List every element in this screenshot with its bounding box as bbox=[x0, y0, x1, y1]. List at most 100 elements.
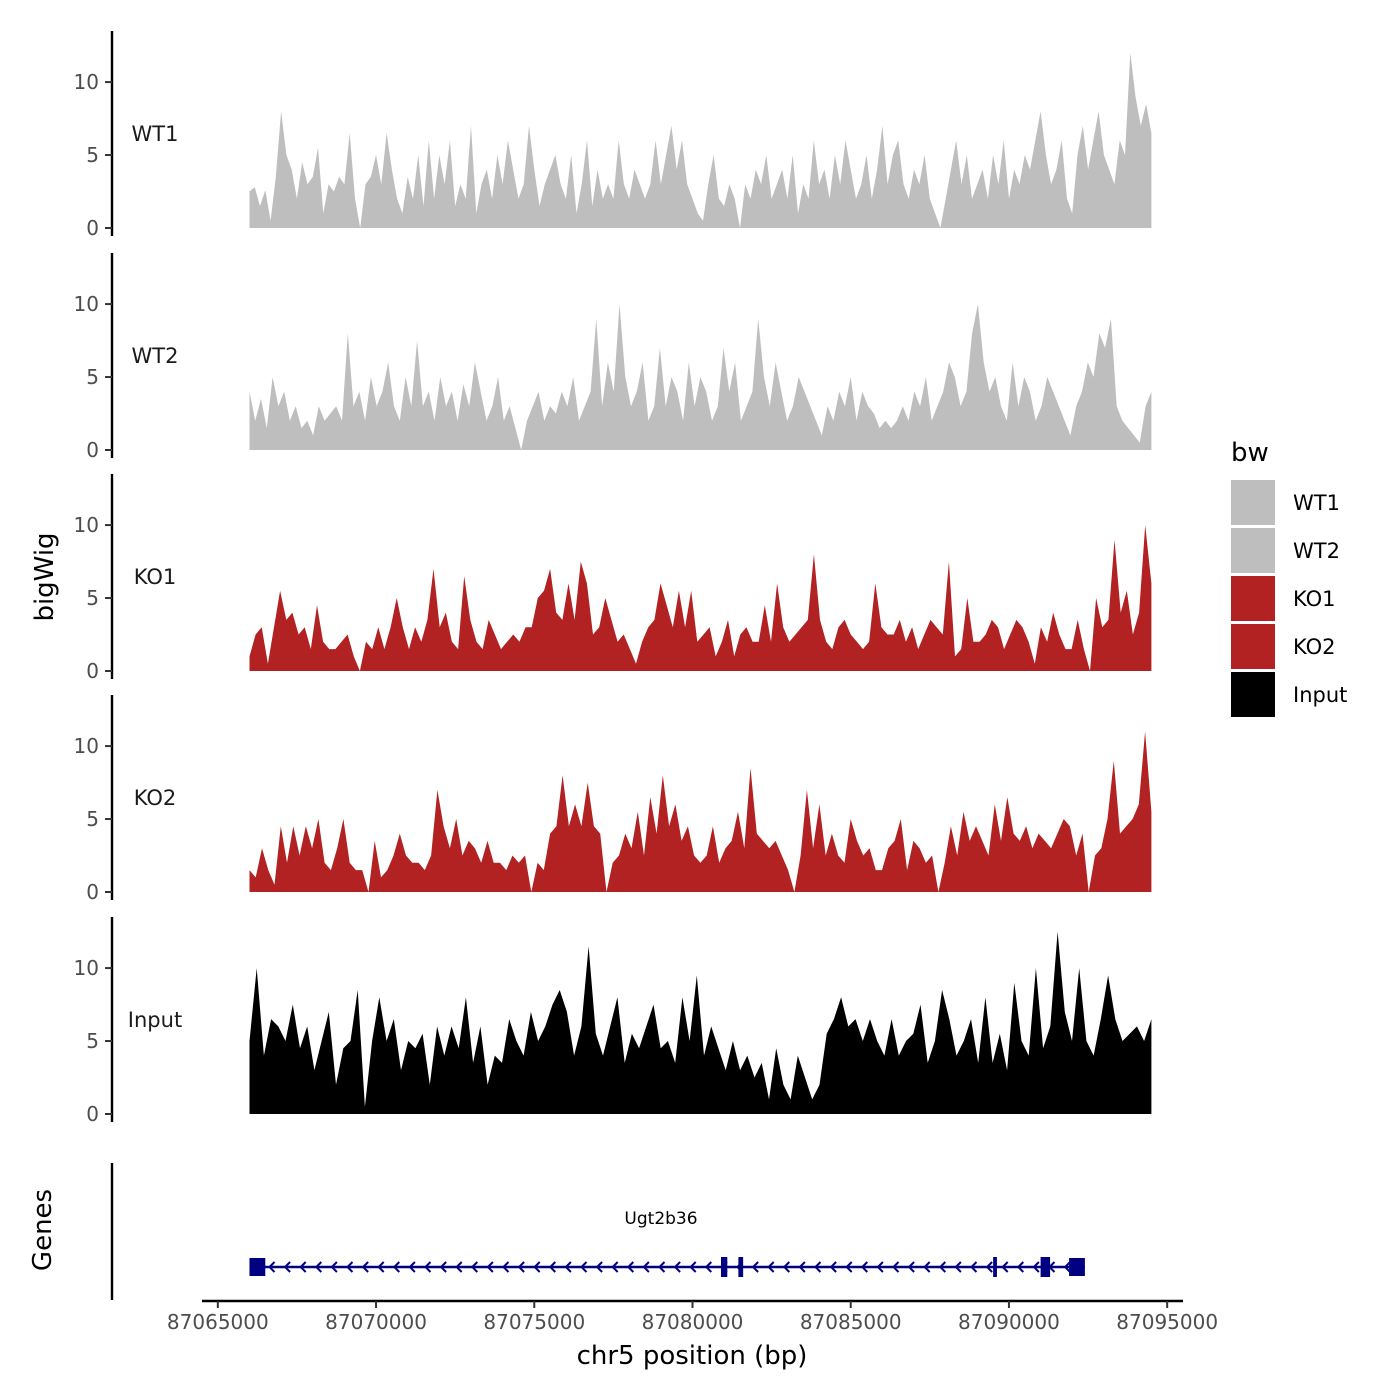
track-input: 0 5 10 Input bbox=[74, 917, 1152, 1126]
x-tick-label-87095000: 87095000 bbox=[1116, 1310, 1218, 1334]
strand-arrow bbox=[798, 1261, 806, 1273]
signal-area-wt1 bbox=[249, 52, 1152, 229]
legend-label-ko1: KO1 bbox=[1293, 587, 1336, 611]
x-tick-label-87080000: 87080000 bbox=[642, 1310, 744, 1334]
strand-arrow bbox=[548, 1261, 557, 1273]
y-tick-label-wt1-5: 5 bbox=[86, 143, 99, 167]
strand-arrow bbox=[954, 1261, 962, 1273]
strand-arrow bbox=[268, 1261, 276, 1273]
x-axis-title: chr5 position (bp) bbox=[577, 1341, 808, 1371]
x-tick-label-87065000: 87065000 bbox=[167, 1310, 269, 1334]
strand-arrow bbox=[533, 1261, 541, 1273]
legend-title: bw bbox=[1231, 438, 1269, 468]
y-tick-label-ko1-10: 10 bbox=[74, 513, 99, 537]
gene-name-label: Ugt2b36 bbox=[624, 1209, 697, 1229]
strand-arrow bbox=[704, 1261, 713, 1273]
gene-model bbox=[249, 1257, 1085, 1277]
y-tick-label-input-10: 10 bbox=[74, 956, 99, 980]
signal-area-input bbox=[249, 931, 1152, 1114]
strand-arrow bbox=[814, 1261, 822, 1273]
strand-arrow bbox=[970, 1261, 978, 1273]
track-label-ko2: KO2 bbox=[134, 786, 177, 810]
legend-swatch-wt2 bbox=[1231, 528, 1275, 573]
strand-arrow bbox=[938, 1261, 947, 1273]
strand-arrow bbox=[299, 1261, 307, 1273]
track-label-wt2: WT2 bbox=[132, 344, 179, 368]
strand-arrow bbox=[673, 1261, 681, 1273]
strand-arrow bbox=[845, 1261, 853, 1273]
x-tick-label-87075000: 87075000 bbox=[483, 1310, 585, 1334]
y-tick-label-wt2-0: 0 bbox=[86, 438, 99, 462]
signal-area-ko1 bbox=[249, 525, 1152, 671]
track-wt1: 0 5 10 WT1 bbox=[74, 31, 1152, 240]
track-label-input: Input bbox=[128, 1008, 182, 1032]
y-tick-label-wt1-10: 10 bbox=[74, 70, 99, 94]
strand-arrow bbox=[876, 1261, 884, 1273]
genes-axis-title: Genes bbox=[28, 1189, 58, 1271]
strand-arrow bbox=[330, 1261, 338, 1273]
y-tick-label-wt2-5: 5 bbox=[86, 365, 99, 389]
strand-arrow bbox=[595, 1261, 603, 1273]
track-label-ko1: KO1 bbox=[134, 565, 177, 589]
signal-area-ko2 bbox=[249, 731, 1152, 892]
strand-arrow bbox=[502, 1261, 510, 1273]
y-tick-label-ko2-0: 0 bbox=[86, 880, 99, 904]
strand-arrow bbox=[439, 1261, 447, 1273]
strand-arrow bbox=[985, 1261, 993, 1273]
strand-arrow bbox=[626, 1261, 635, 1273]
legend: bw WT1 WT2 KO1 KO2 Input bbox=[1231, 438, 1347, 717]
strand-arrow bbox=[361, 1261, 369, 1273]
x-axis: 87065000 87070000 87075000 87080000 87085000… bbox=[167, 1299, 1218, 1334]
y-tick-label-input-5: 5 bbox=[86, 1029, 99, 1053]
strand-arrow bbox=[283, 1261, 291, 1273]
strand-arrow bbox=[346, 1261, 354, 1273]
exon-3 bbox=[738, 1257, 744, 1277]
legend-swatch-wt1 bbox=[1231, 480, 1275, 525]
y-tick-label-ko2-5: 5 bbox=[86, 807, 99, 831]
exon-5 bbox=[1040, 1257, 1051, 1277]
track-label-wt1: WT1 bbox=[132, 122, 179, 146]
bigwig-tracks: 0 5 10 WT1 0 5 10 WT2 0 5 10 KO1 0 5 10 KO2 0 5 10 Input bbox=[74, 31, 1152, 1126]
gene-panel: Genes Ugt2b36 bbox=[28, 1163, 1085, 1300]
strand-arrow bbox=[782, 1261, 791, 1273]
strand-arrow bbox=[1032, 1261, 1040, 1273]
strand-arrow bbox=[611, 1261, 619, 1273]
strand-arrow bbox=[517, 1261, 525, 1273]
strand-arrow bbox=[564, 1261, 572, 1273]
legend-label-ko2: KO2 bbox=[1293, 635, 1336, 659]
strand-arrow bbox=[658, 1261, 666, 1273]
legend-label-input: Input bbox=[1293, 683, 1347, 707]
legend-swatch-input bbox=[1231, 672, 1275, 717]
signal-area-wt2 bbox=[249, 304, 1152, 450]
y-tick-label-ko2-10: 10 bbox=[74, 734, 99, 758]
exon-6 bbox=[1069, 1258, 1085, 1276]
y-tick-label-ko1-5: 5 bbox=[86, 586, 99, 610]
y-tick-label-input-0: 0 bbox=[86, 1102, 99, 1126]
strand-arrow bbox=[689, 1261, 697, 1273]
y-tick-label-ko1-0: 0 bbox=[86, 659, 99, 683]
x-tick-label-87090000: 87090000 bbox=[958, 1310, 1060, 1334]
strand-arrow bbox=[1016, 1261, 1025, 1273]
strand-arrow bbox=[470, 1261, 479, 1273]
strand-arrow bbox=[767, 1261, 775, 1273]
exon-4 bbox=[993, 1257, 997, 1277]
legend-swatch-ko2 bbox=[1231, 624, 1275, 669]
y-tick-label-wt1-0: 0 bbox=[86, 216, 99, 240]
track-ko1: 0 5 10 KO1 bbox=[74, 474, 1152, 683]
exon-1 bbox=[249, 1258, 266, 1276]
strand-arrow bbox=[829, 1261, 837, 1273]
strand-arrow bbox=[923, 1261, 931, 1273]
strand-arrow bbox=[907, 1261, 915, 1273]
strand-arrow bbox=[1001, 1261, 1009, 1273]
strand-arrow bbox=[455, 1261, 463, 1273]
exon-2 bbox=[720, 1257, 728, 1277]
legend-swatch-ko1 bbox=[1231, 576, 1275, 621]
y-axis-title: bigWig bbox=[30, 532, 60, 621]
x-tick-label-87070000: 87070000 bbox=[325, 1310, 427, 1334]
strand-arrow bbox=[642, 1261, 650, 1273]
legend-label-wt2: WT2 bbox=[1293, 539, 1340, 563]
x-tick-label-87085000: 87085000 bbox=[800, 1310, 902, 1334]
strand-arrow bbox=[1063, 1261, 1071, 1273]
strand-arrow bbox=[751, 1261, 759, 1273]
